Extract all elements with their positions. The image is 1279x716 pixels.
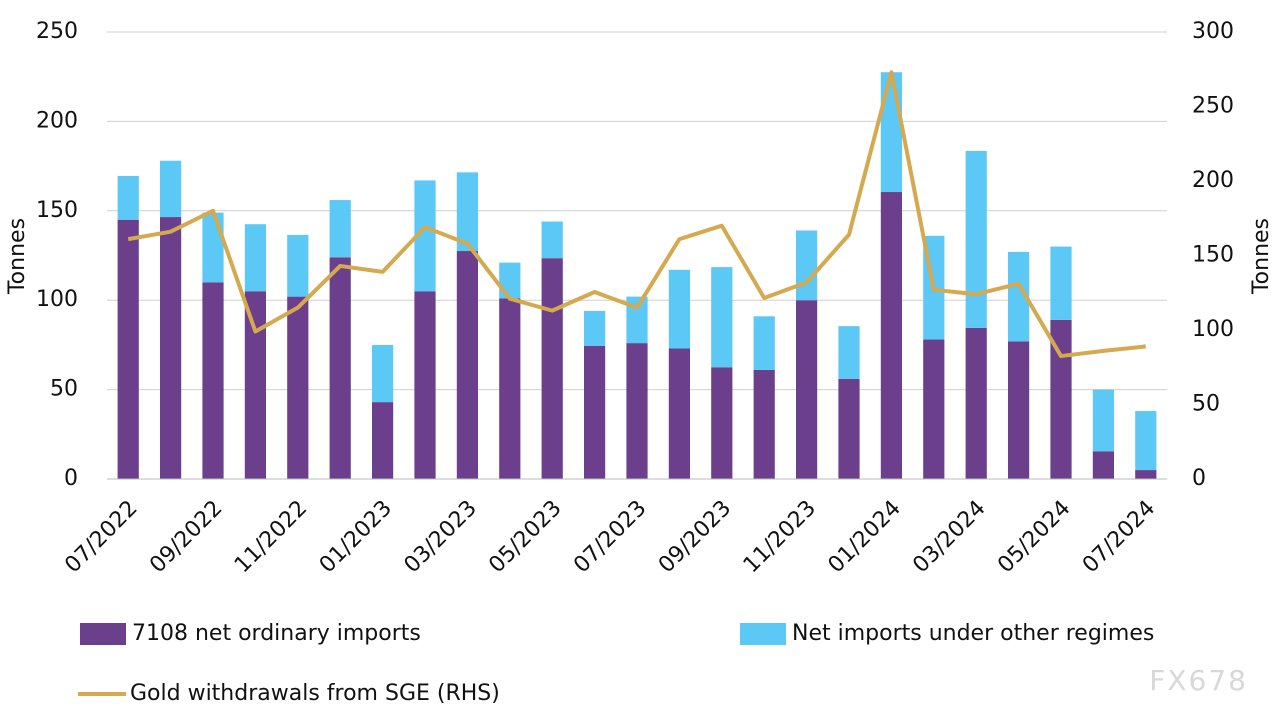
bar [160, 160, 182, 218]
bar [1135, 411, 1157, 471]
bar [626, 296, 648, 344]
bar [838, 326, 860, 379]
x-tick-label: 07/2023 [569, 496, 651, 578]
bar [711, 367, 733, 479]
bar [1135, 470, 1157, 479]
bar [541, 258, 563, 479]
legend-label: Net imports under other regimes [792, 621, 1154, 646]
x-tick-label: 05/2023 [484, 496, 566, 578]
bar [456, 251, 478, 479]
bar [244, 291, 266, 479]
bar [626, 343, 648, 479]
line-series [127, 70, 1147, 359]
bar [117, 219, 139, 480]
x-tick-label: 01/2024 [824, 496, 906, 578]
bar [880, 192, 902, 479]
y-tick-label: 250 [36, 19, 78, 44]
bar [541, 221, 563, 259]
bar [202, 282, 224, 479]
bar [1008, 251, 1030, 342]
bar [117, 175, 139, 220]
bar [584, 310, 606, 346]
x-tick-label: 11/2022 [230, 496, 312, 578]
bar [796, 230, 818, 301]
y-tick-label: 100 [36, 287, 78, 312]
bar [923, 339, 945, 479]
bar [668, 269, 690, 349]
bar [753, 369, 775, 479]
legend-label: 7108 net ordinary imports [132, 621, 421, 646]
bar [372, 402, 394, 479]
bar [1092, 389, 1114, 452]
y2-tick-label: 300 [1192, 19, 1234, 44]
y2-tick-label: 150 [1192, 243, 1234, 268]
legend-swatch [740, 623, 786, 645]
bar [880, 72, 902, 193]
y-tick-label: 50 [50, 377, 78, 402]
bar [456, 172, 478, 252]
y-tick-label: 150 [36, 198, 78, 223]
bar [1092, 451, 1114, 479]
bar [414, 180, 436, 292]
y2-tick-label: 50 [1192, 392, 1220, 417]
bar [838, 378, 860, 479]
x-tick-label: 05/2024 [993, 496, 1075, 578]
bar [160, 217, 182, 480]
x-tick-label: 09/2023 [654, 496, 736, 578]
legend-label: Gold withdrawals from SGE (RHS) [130, 681, 500, 706]
y2-tick-label: 200 [1192, 168, 1234, 193]
bar [244, 224, 266, 292]
bar [668, 348, 690, 479]
bar [1050, 319, 1072, 479]
bar [1050, 246, 1072, 320]
x-tick-label: 07/2022 [60, 496, 142, 578]
bar [372, 344, 394, 403]
legend-swatch [80, 623, 126, 645]
bar [329, 257, 351, 479]
bar [711, 267, 733, 368]
bar [796, 300, 818, 479]
watermark: FX678 [1149, 664, 1248, 697]
y2-axis-title: Tonnes [1249, 218, 1274, 295]
x-tick-label: 07/2024 [1078, 496, 1160, 578]
x-tick-label: 03/2023 [400, 496, 482, 578]
x-tick-label: 03/2024 [908, 496, 990, 578]
bar [753, 316, 775, 370]
bar [287, 234, 309, 297]
bar [1008, 341, 1030, 479]
bar [499, 298, 521, 479]
x-tick-label: 01/2023 [315, 496, 397, 578]
y2-tick-label: 250 [1192, 94, 1234, 119]
bar [965, 150, 987, 328]
bar [584, 345, 606, 479]
bar [965, 327, 987, 479]
x-tick-label: 09/2022 [145, 496, 227, 578]
y-tick-label: 0 [64, 466, 78, 491]
y2-tick-label: 0 [1192, 466, 1206, 491]
y2-tick-label: 100 [1192, 317, 1234, 342]
bar [499, 262, 521, 299]
bar [202, 212, 224, 283]
x-tick-label: 11/2023 [739, 496, 821, 578]
bar [329, 200, 351, 258]
bar [414, 291, 436, 479]
y-axis-title: Tonnes [5, 218, 30, 295]
bar [287, 296, 309, 479]
y-tick-label: 200 [36, 108, 78, 133]
